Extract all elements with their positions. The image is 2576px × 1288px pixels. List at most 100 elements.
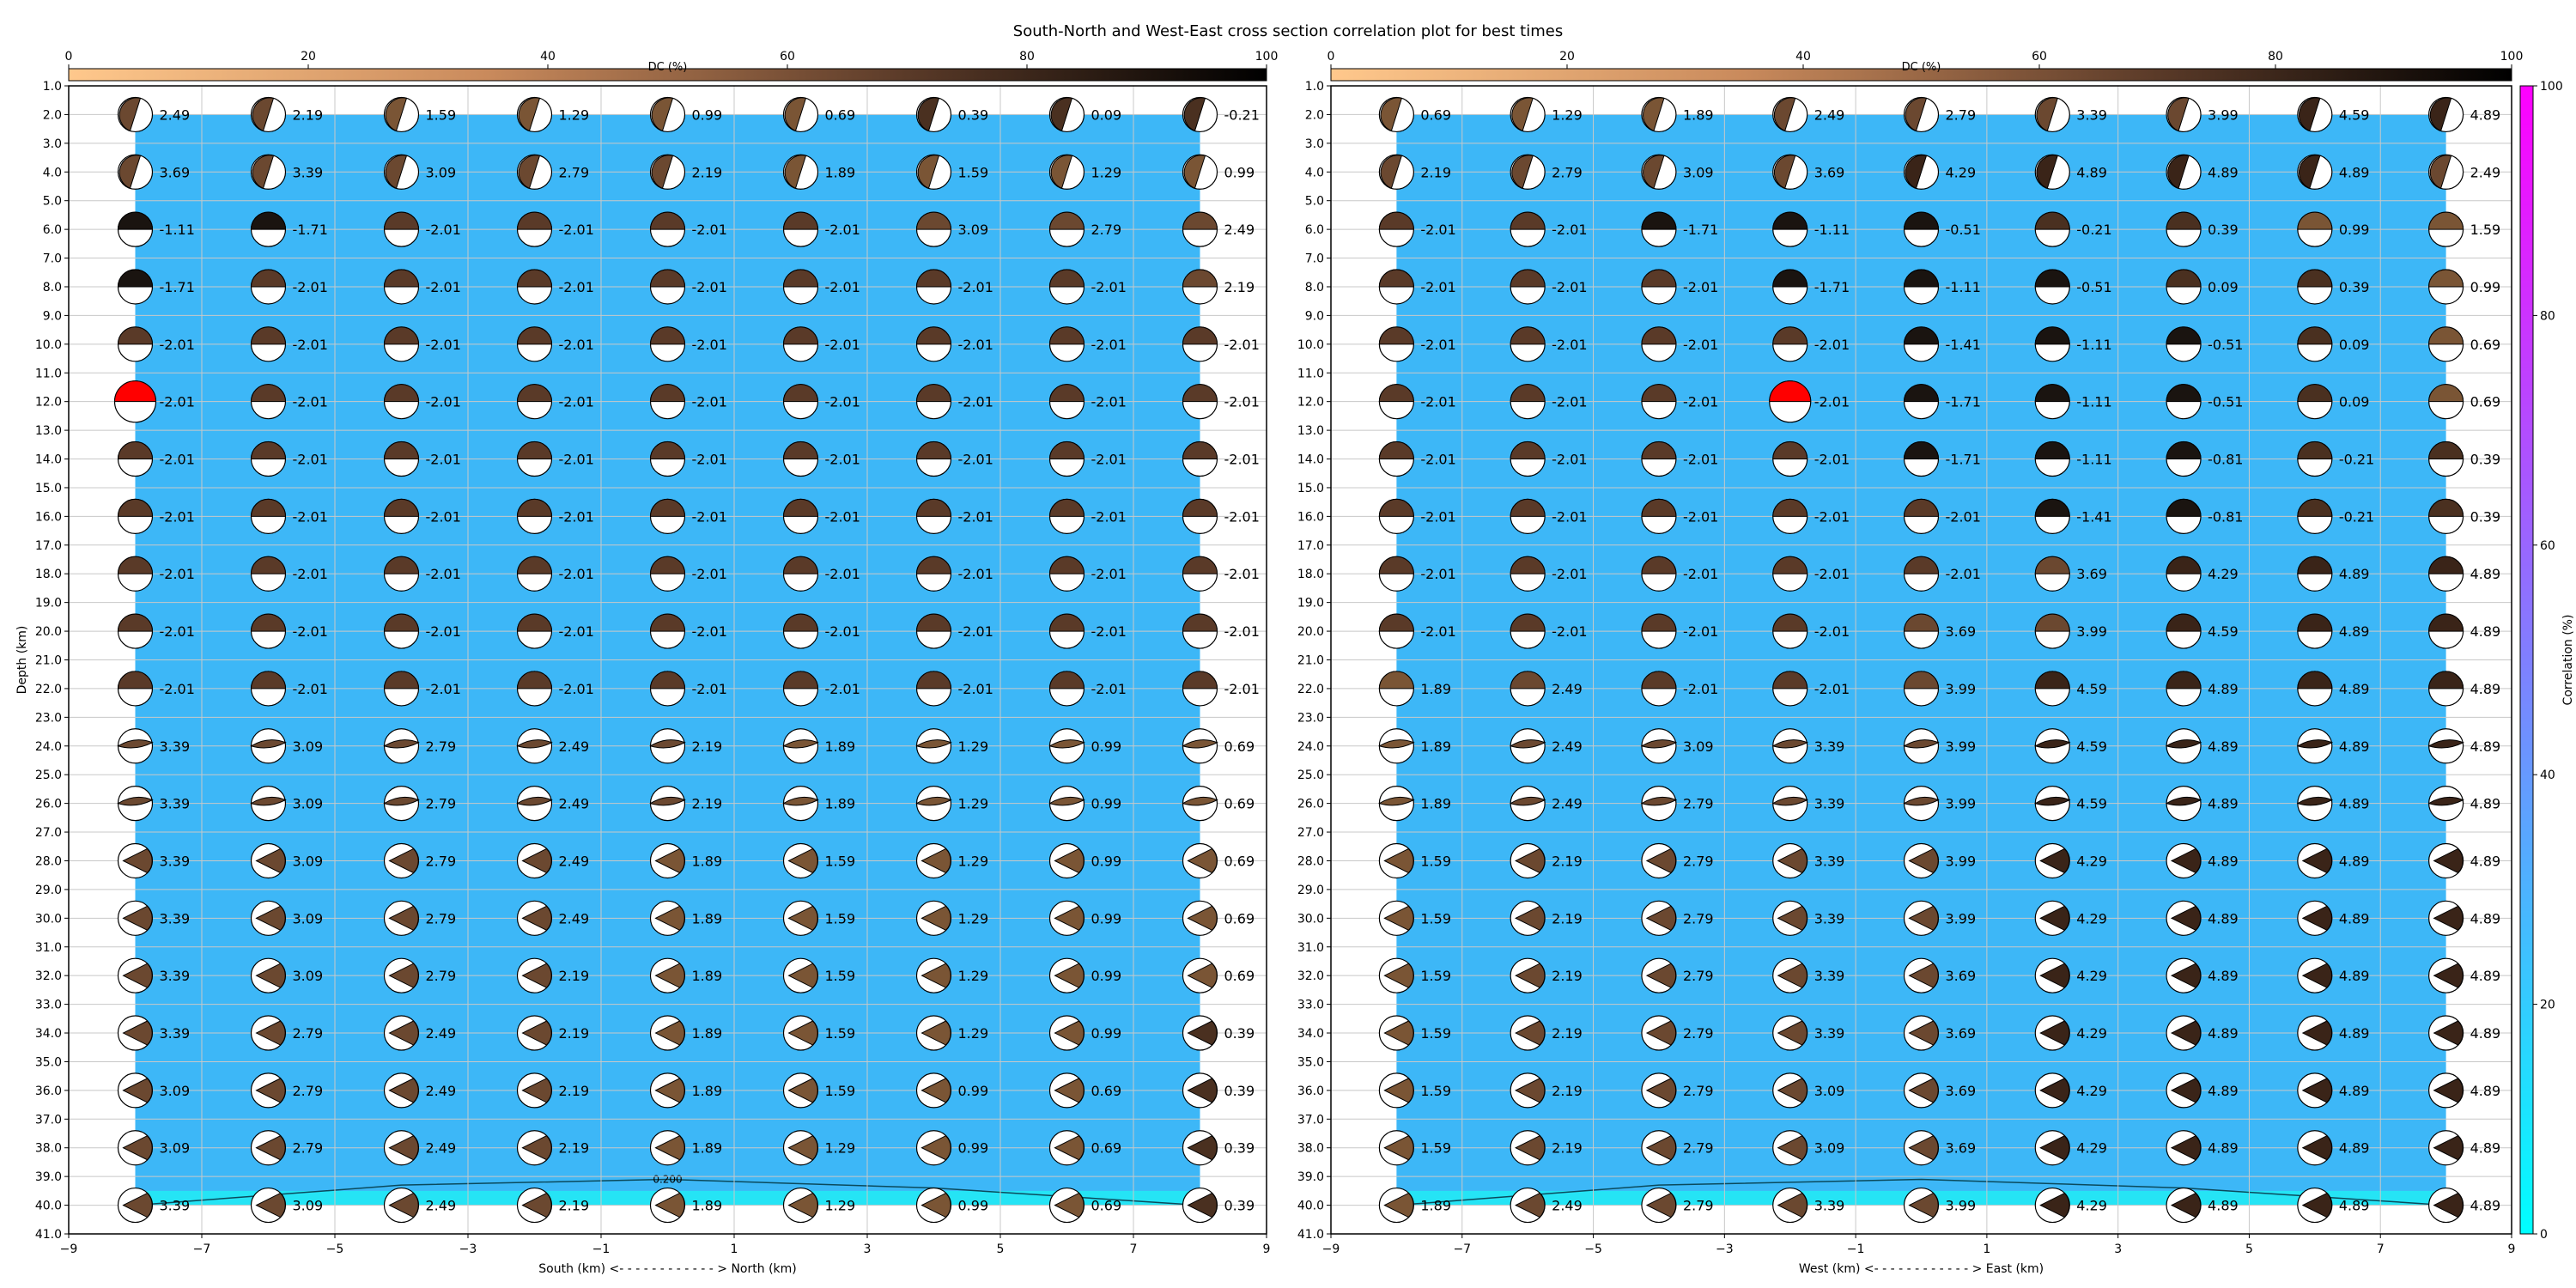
beachball — [649, 900, 686, 936]
beachball-value-label: 4.29 — [2076, 1083, 2107, 1099]
y-tick-label: 2.0 — [1305, 108, 1324, 122]
beachball — [915, 326, 952, 362]
beachball-value-label: -2.01 — [1224, 681, 1260, 697]
beachball-value-label: 3.09 — [293, 1198, 324, 1214]
beachball-value-label: -2.01 — [692, 222, 727, 238]
beachball-value-label: -2.01 — [293, 279, 328, 295]
beachball-value-label: 0.39 — [2470, 452, 2501, 468]
beachball — [2297, 384, 2333, 420]
beachball — [1641, 1187, 1677, 1224]
beachball — [383, 900, 420, 936]
beachball — [383, 154, 420, 190]
beachball — [1772, 1130, 1808, 1166]
beachball-value-label: 4.29 — [2076, 1198, 2107, 1214]
beachball-value-label: -2.01 — [293, 337, 328, 353]
beachball-value-label: -2.01 — [1091, 623, 1127, 640]
beachball — [516, 211, 553, 247]
beachball — [782, 556, 819, 592]
beachball-value-label: -2.01 — [1224, 623, 1260, 640]
beachball — [2427, 786, 2464, 822]
beachball-value-label: 2.79 — [559, 164, 590, 180]
y-tick-label: 12.0 — [35, 396, 62, 410]
beachball-value-label: 4.89 — [2208, 1198, 2239, 1214]
beachball-value-label: 4.89 — [2470, 1198, 2501, 1214]
beachball — [2427, 728, 2464, 764]
beachball — [1641, 1130, 1677, 1166]
beachball-value-label: 0.99 — [1091, 910, 1122, 927]
beachball — [250, 440, 287, 477]
beachball — [2297, 211, 2333, 247]
beachball — [1641, 671, 1677, 707]
x-tick-label: −7 — [1453, 1242, 1471, 1256]
beachball — [649, 498, 686, 534]
y-tick-label: 14.0 — [1297, 453, 1324, 467]
beachball-value-label: -2.01 — [825, 394, 860, 410]
beachball-value-label: -2.01 — [1683, 452, 1718, 468]
y-tick-label: 16.0 — [1297, 510, 1324, 524]
beachball-value-label: -2.01 — [1552, 222, 1587, 238]
beachball — [2297, 1187, 2333, 1224]
beachball — [649, 269, 686, 305]
beachball — [1641, 957, 1677, 993]
beachball — [250, 1072, 287, 1109]
beachball — [1641, 96, 1677, 133]
beachball — [915, 671, 952, 707]
beachball-value-label: -2.01 — [1683, 279, 1718, 295]
beachball — [915, 900, 952, 936]
beachball-value-label: 3.39 — [1814, 1198, 1845, 1214]
beachball — [1510, 1015, 1546, 1051]
beachball-value-label: 3.39 — [160, 1025, 191, 1042]
beachball — [2166, 269, 2202, 305]
beachball — [250, 957, 287, 993]
beachball — [1378, 728, 1415, 764]
beachball-value-label: 1.29 — [825, 1140, 856, 1157]
y-tick-label: 18.0 — [1297, 568, 1324, 581]
beachball — [2166, 1015, 2202, 1051]
beachball — [250, 326, 287, 362]
beachball — [1048, 786, 1085, 822]
beachball-value-label: 4.29 — [2076, 1140, 2107, 1157]
beachball — [1641, 154, 1677, 190]
beachball — [1182, 842, 1218, 879]
beachball-value-label: 4.29 — [2076, 968, 2107, 984]
beachball — [383, 728, 420, 764]
beachball — [1640, 728, 1678, 764]
beachball — [113, 380, 157, 423]
beachball-value-label: 2.79 — [1683, 1140, 1714, 1157]
beachball — [2297, 671, 2333, 707]
beachball-value-label: 0.99 — [1091, 1025, 1122, 1042]
beachball — [250, 900, 287, 936]
beachball-value-label: 1.29 — [958, 796, 989, 812]
beachball — [1378, 1130, 1414, 1166]
beachball-value-label: 2.19 — [293, 106, 324, 123]
beachball-value-label: 4.89 — [2339, 681, 2370, 697]
y-tick-label: 29.0 — [1297, 884, 1324, 897]
beachball-value-label: 2.49 — [1552, 796, 1583, 812]
beachball-value-label: 2.79 — [426, 853, 457, 869]
beachball — [1048, 1072, 1085, 1109]
beachball-value-label: 0.09 — [2339, 394, 2370, 410]
beachball — [1769, 380, 1812, 423]
beachball-value-label: 3.69 — [160, 164, 191, 180]
y-tick-label: 7.0 — [1305, 252, 1324, 266]
figure-title: South-North and West-East cross section … — [1013, 22, 1563, 40]
beachball — [1903, 613, 1940, 649]
y-tick-label: 28.0 — [1297, 854, 1324, 868]
beachball — [250, 556, 287, 592]
beachball — [117, 1072, 154, 1109]
beachball-value-label: 0.99 — [1224, 164, 1255, 180]
beachball-value-label: 3.39 — [1814, 853, 1845, 869]
beachball-value-label: 2.49 — [426, 1140, 457, 1157]
y-tick-label: 1.0 — [1305, 80, 1324, 94]
beachball-value-label: -2.01 — [1814, 566, 1850, 582]
beachball — [2297, 1015, 2333, 1051]
beachball-value-label: -2.01 — [1420, 337, 1455, 353]
beachball-value-label: 3.09 — [293, 796, 324, 812]
beachball — [1640, 786, 1678, 822]
beachball — [117, 556, 154, 592]
beachball — [2428, 384, 2464, 420]
beachball-value-label: -2.01 — [1814, 508, 1850, 525]
beachball — [2034, 440, 2070, 477]
beachball — [1641, 613, 1677, 649]
x-tick-label: 9 — [2508, 1242, 2516, 1256]
